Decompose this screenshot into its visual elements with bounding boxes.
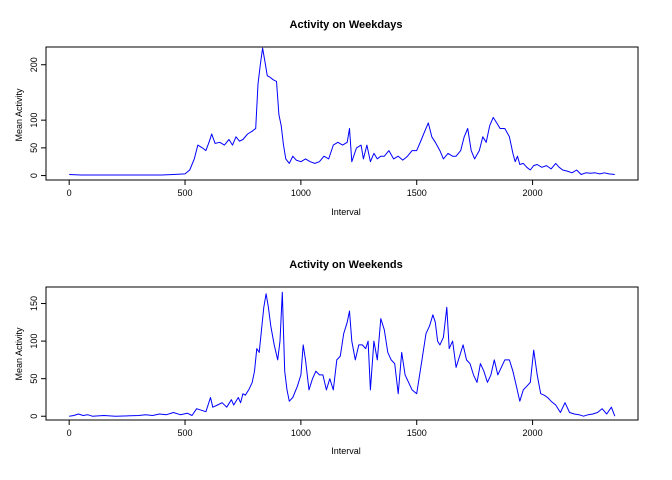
x-tick-label: 500 [178, 428, 193, 438]
weekday-series [69, 47, 615, 176]
x-tick-label: 1500 [407, 428, 427, 438]
x-tick-label: 2000 [523, 188, 543, 198]
weekend-series [69, 291, 616, 417]
y-axis: 0 50 100 150 [29, 296, 46, 419]
chart-title: Activity on Weekdays [290, 19, 403, 31]
y-tick-label: 50 [29, 143, 39, 153]
y-axis: 0 50 100 200 [29, 57, 46, 178]
y-tick-label: 100 [29, 113, 39, 128]
x-tick-label: 2000 [523, 428, 543, 438]
plot-frame [45, 46, 639, 181]
x-tick-label: 1000 [291, 188, 311, 198]
series-line [69, 47, 615, 176]
y-axis-label: Mean Activity [14, 327, 24, 381]
x-tick-label: 500 [178, 188, 193, 198]
plot-frame [45, 286, 639, 421]
y-tick-label: 0 [29, 414, 39, 419]
y-tick-label: 200 [29, 57, 39, 72]
x-tick-label: 1000 [291, 428, 311, 438]
x-tick-label: 0 [67, 188, 72, 198]
y-tick-label: 100 [29, 334, 39, 349]
weekday-panel: Activity on Weekdays 0 500 1000 1500 2000 0 5… [14, 19, 639, 217]
x-axis-label: Interval [331, 207, 361, 217]
y-tick-label: 0 [29, 173, 39, 178]
y-axis-label: Mean Activity [14, 88, 24, 142]
x-axis: 0 500 1000 1500 2000 [67, 180, 543, 198]
series-line [69, 291, 616, 417]
chart-title: Activity on Weekends [289, 259, 403, 271]
x-tick-label: 1500 [407, 188, 427, 198]
y-tick-label: 150 [29, 296, 39, 311]
weekend-panel: Activity on Weekends 0 500 1000 1500 2000 0 5… [14, 259, 639, 456]
y-tick-label: 50 [29, 374, 39, 384]
x-tick-label: 0 [67, 428, 72, 438]
x-axis: 0 500 1000 1500 2000 [67, 420, 543, 438]
x-axis-label: Interval [331, 446, 361, 456]
